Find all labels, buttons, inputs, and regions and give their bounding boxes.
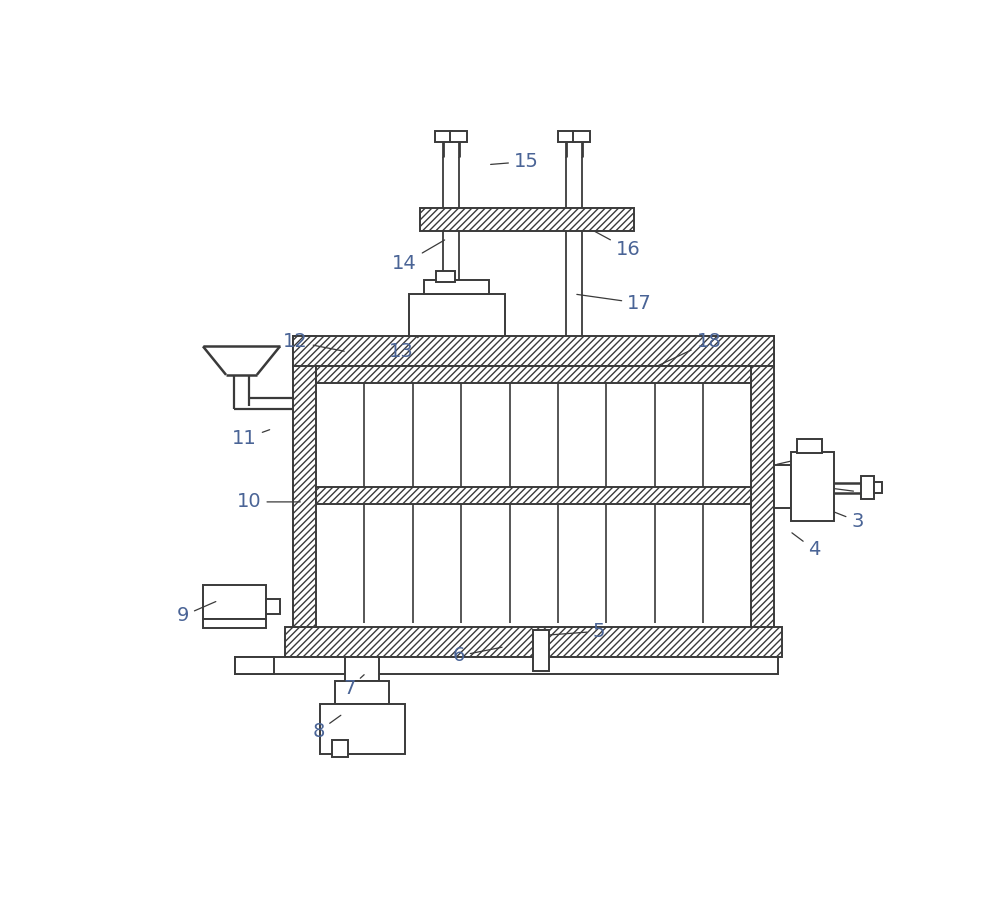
Bar: [285, 627, 782, 657]
Bar: [320, 703, 405, 753]
Text: 4: 4: [792, 533, 821, 559]
Bar: [424, 280, 489, 294]
Text: 14: 14: [392, 240, 445, 273]
Bar: [409, 294, 505, 337]
Bar: [797, 439, 822, 452]
Text: 7: 7: [343, 674, 364, 698]
Text: 9: 9: [177, 602, 216, 625]
Bar: [774, 465, 791, 508]
Bar: [235, 657, 778, 674]
Text: 13: 13: [388, 313, 447, 361]
Bar: [791, 452, 834, 521]
Bar: [316, 487, 751, 504]
Text: 3: 3: [821, 507, 864, 531]
Bar: [573, 131, 590, 142]
Bar: [335, 681, 389, 703]
Bar: [436, 271, 455, 282]
Bar: [450, 131, 467, 142]
Bar: [266, 599, 280, 614]
Text: 8: 8: [312, 715, 341, 741]
Text: 15: 15: [491, 152, 539, 171]
Bar: [293, 337, 774, 366]
Bar: [420, 207, 634, 231]
Text: 10: 10: [237, 492, 300, 511]
Bar: [293, 337, 316, 627]
Bar: [751, 337, 774, 627]
Text: 18: 18: [657, 332, 721, 366]
Bar: [235, 657, 274, 674]
Bar: [203, 585, 266, 619]
Bar: [203, 619, 266, 628]
Text: 11: 11: [232, 430, 270, 449]
Bar: [558, 131, 575, 142]
Text: 2: 2: [832, 483, 871, 502]
Bar: [332, 740, 348, 757]
Text: 16: 16: [592, 230, 640, 258]
Bar: [435, 131, 452, 142]
Bar: [316, 366, 751, 382]
Bar: [861, 476, 874, 499]
Bar: [533, 631, 549, 671]
Bar: [345, 657, 379, 681]
Text: 5: 5: [550, 622, 605, 641]
Bar: [874, 482, 882, 492]
Text: 12: 12: [283, 332, 344, 351]
Text: 17: 17: [577, 294, 652, 313]
Text: 1: 1: [777, 446, 821, 465]
Text: 6: 6: [452, 646, 502, 665]
